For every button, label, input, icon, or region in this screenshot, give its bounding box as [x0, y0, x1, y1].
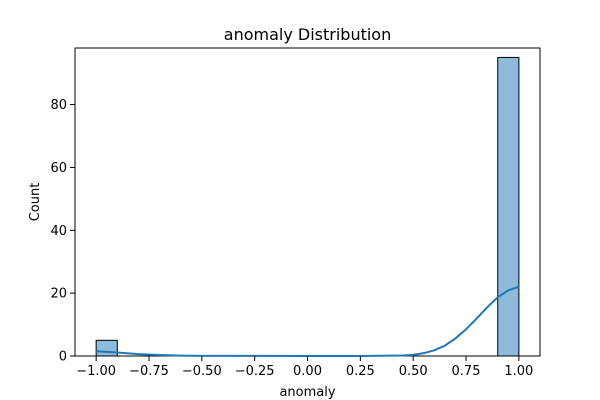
bars-layer	[95, 56, 520, 357]
x-tick-label-1: −1.00	[76, 364, 116, 379]
plot-frame	[74, 47, 541, 357]
y-axis-label: Count	[28, 183, 43, 222]
x-axis: −1.00 −0.75 −0.50 −0.25 0.00 0.25 0.50 0.75 1.00	[76, 356, 533, 379]
y-tick-label-4: 60	[50, 161, 67, 176]
y-axis: 0 20 40 60 80	[50, 98, 75, 365]
x-tick-label-5: 0.00	[293, 364, 322, 379]
x-axis-label: anomaly	[279, 385, 335, 400]
y-tick-label-2: 20	[50, 287, 67, 302]
y-tick-label-5: 80	[50, 98, 67, 113]
x-tick-label-9: 1.00	[504, 364, 533, 379]
kde-curve	[96, 285, 520, 357]
histogram-bar-2	[497, 56, 520, 357]
x-tick-label-7: 0.50	[399, 364, 428, 379]
y-tick-label-3: 40	[50, 224, 67, 239]
plot-area	[74, 47, 541, 357]
chart-title: anomaly Distribution	[224, 25, 391, 44]
x-tick-label-3: −0.50	[182, 364, 222, 379]
x-tick-label-8: 0.75	[452, 364, 481, 379]
histogram-bar-1	[95, 339, 118, 357]
x-tick-label-6: 0.25	[346, 364, 375, 379]
y-tick-label-1: 0	[59, 350, 67, 365]
x-tick-label-4: −0.25	[235, 364, 275, 379]
x-tick-label-2: −0.75	[129, 364, 169, 379]
